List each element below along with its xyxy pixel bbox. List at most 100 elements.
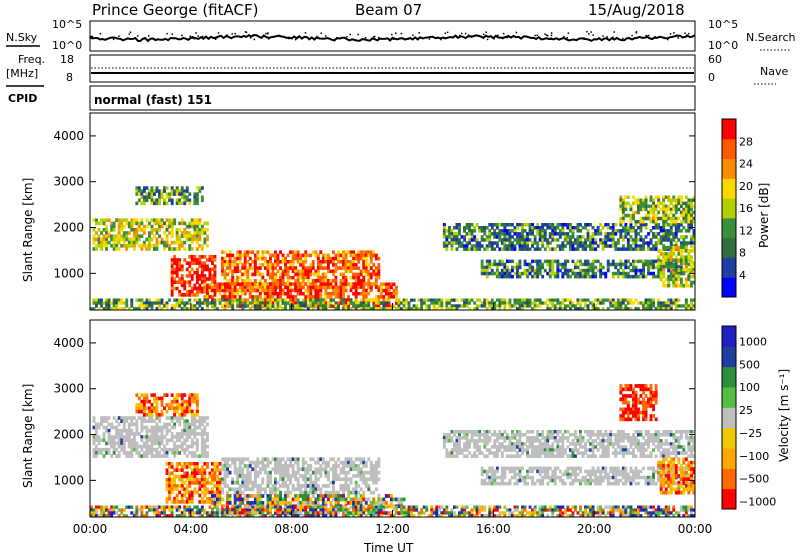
- data-cell: [379, 307, 383, 311]
- data-cell: [95, 298, 98, 302]
- data-cell: [674, 198, 678, 202]
- date-title: 15/Aug/2018: [588, 1, 685, 19]
- data-cell: [659, 235, 663, 239]
- data-cell: [316, 256, 320, 261]
- data-cell: [127, 416, 131, 420]
- data-cell: [188, 493, 192, 498]
- data-cell: [286, 467, 290, 472]
- data-cell: [112, 298, 116, 302]
- data-cell: [576, 223, 580, 227]
- data-cell: [291, 474, 295, 478]
- data-cell: [183, 474, 187, 479]
- data-cell: [329, 295, 333, 299]
- data-cell: [142, 195, 146, 199]
- data-cell: [556, 298, 560, 302]
- data-cell: [140, 438, 144, 442]
- data-cell: [195, 438, 199, 442]
- data-cell: [304, 253, 308, 258]
- data-cell: [256, 282, 260, 286]
- data-cell: [508, 271, 512, 276]
- data-cell: [190, 409, 194, 414]
- data-cell: [178, 422, 182, 427]
- data-cell: [644, 298, 648, 302]
- data-cell: [274, 467, 277, 472]
- data-cell: [551, 304, 555, 308]
- data-cell: [238, 288, 242, 293]
- data-cell: [183, 419, 187, 423]
- data-cell: [137, 224, 141, 229]
- data-cell: [475, 241, 479, 245]
- data-cell: [175, 465, 179, 469]
- data-cell: [145, 438, 149, 442]
- data-cell: [203, 474, 207, 479]
- data-cell: [616, 241, 620, 245]
- data-cell: [95, 218, 98, 222]
- data-cell: [503, 238, 507, 242]
- data-cell: [384, 304, 388, 309]
- data-cell: [511, 247, 514, 251]
- data-cell: [349, 298, 353, 302]
- data-cell: [374, 464, 378, 468]
- data-cell: [637, 259, 640, 264]
- data-cell: [548, 298, 552, 302]
- data-cell: [117, 441, 121, 446]
- noise-dot: [257, 35, 260, 37]
- data-cell: [228, 253, 232, 258]
- data-cell: [203, 462, 207, 466]
- data-cell: [284, 282, 287, 286]
- data-cell: [672, 298, 676, 302]
- data-cell: [188, 298, 192, 302]
- data-cell: [289, 301, 292, 305]
- data-cell: [130, 221, 134, 226]
- data-cell: [682, 268, 686, 272]
- data-cell: [112, 451, 116, 455]
- data-cell: [180, 465, 184, 469]
- data-cell: [377, 256, 381, 261]
- data-cell: [591, 241, 595, 245]
- data-cell: [616, 307, 620, 311]
- data-cell: [233, 480, 237, 485]
- data-cell: [241, 457, 245, 462]
- data-cell: [193, 435, 197, 439]
- data-cell: [586, 304, 590, 308]
- data-cell: [185, 280, 189, 284]
- data-cell: [236, 304, 240, 308]
- data-cell: [243, 263, 247, 267]
- noise-dot: [265, 32, 267, 35]
- data-cell: [591, 274, 595, 279]
- data-cell: [334, 490, 338, 495]
- data-cell: [110, 435, 114, 439]
- data-cell: [188, 396, 192, 401]
- data-cell: [649, 210, 653, 215]
- data-cell: [342, 304, 345, 309]
- data-cell: [611, 274, 615, 279]
- data-cell: [432, 304, 436, 308]
- data-cell: [332, 260, 335, 264]
- data-cell: [102, 425, 106, 430]
- data-cell: [279, 494, 282, 498]
- noise-dot: [141, 37, 144, 40]
- data-cell: [316, 487, 320, 492]
- data-cell: [180, 283, 184, 288]
- data-cell: [342, 282, 345, 286]
- data-cell: [377, 304, 381, 309]
- data-cell: [269, 266, 272, 270]
- data-cell: [332, 497, 335, 502]
- data-cell: [503, 274, 507, 279]
- data-cell: [652, 201, 655, 206]
- data-cell: [226, 266, 229, 270]
- data-cell: [289, 263, 292, 267]
- data-cell: [185, 293, 189, 297]
- data-cell: [490, 268, 494, 273]
- data-cell: [200, 465, 204, 469]
- data-cell: [667, 274, 671, 279]
- data-cell: [170, 289, 174, 294]
- data-cell: [251, 494, 255, 498]
- data-cell: [561, 223, 565, 227]
- data-cell: [551, 262, 555, 267]
- data-cell: [556, 274, 560, 279]
- data-cell: [563, 298, 567, 302]
- data-cell: [105, 298, 108, 302]
- data-cell: [105, 451, 108, 455]
- data-cell: [445, 247, 449, 251]
